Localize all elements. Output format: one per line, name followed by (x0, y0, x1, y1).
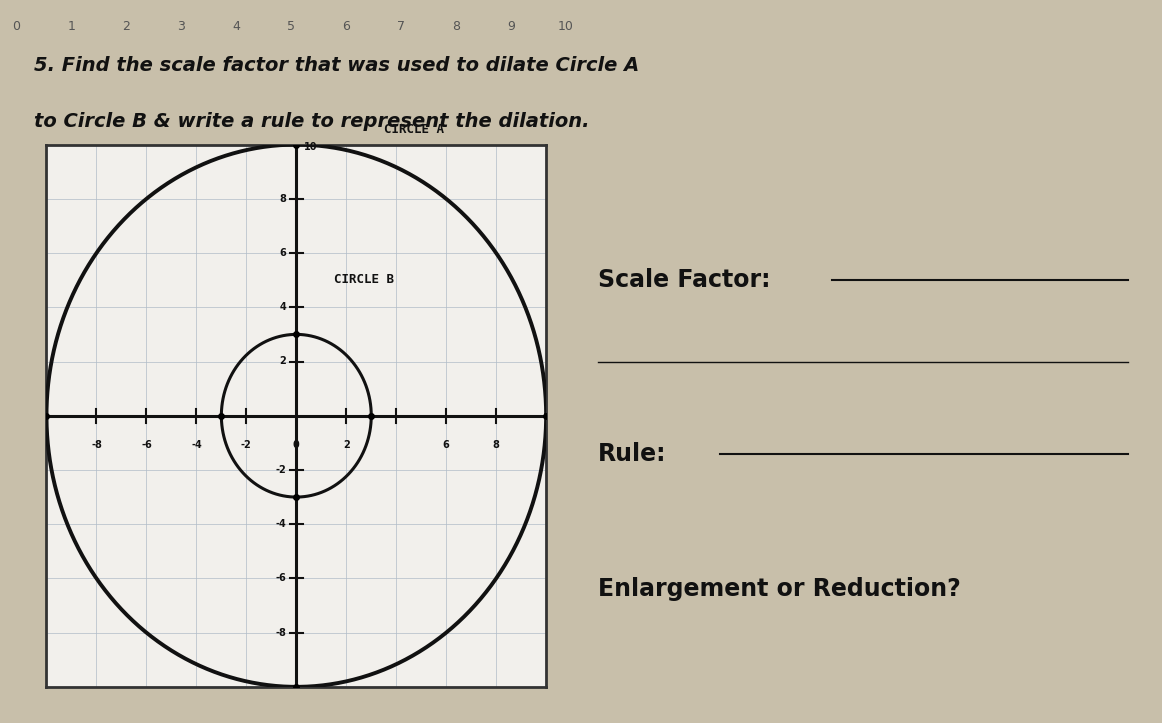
Text: 1: 1 (67, 20, 76, 33)
Text: 4: 4 (280, 302, 286, 312)
Text: 0: 0 (293, 440, 300, 450)
Text: 6: 6 (280, 248, 286, 258)
Text: 2: 2 (343, 440, 350, 450)
Text: CIRCLE B: CIRCLE B (333, 273, 394, 286)
Text: 8: 8 (279, 194, 286, 204)
Text: CIRCLE A: CIRCLE A (383, 124, 444, 137)
Text: 5. Find the scale factor that was used to dilate Circle A: 5. Find the scale factor that was used t… (35, 56, 639, 75)
Text: -8: -8 (275, 628, 286, 638)
Text: Rule:: Rule: (597, 442, 666, 466)
Text: -4: -4 (191, 440, 202, 450)
Text: 10: 10 (303, 142, 317, 152)
Text: -2: -2 (275, 465, 286, 475)
Text: -8: -8 (91, 440, 102, 450)
Text: -6: -6 (141, 440, 152, 450)
Text: 7: 7 (397, 20, 406, 33)
Text: -4: -4 (275, 519, 286, 529)
Text: -2: -2 (241, 440, 252, 450)
Text: Scale Factor:: Scale Factor: (597, 268, 770, 292)
Text: 10: 10 (558, 20, 574, 33)
Text: 6: 6 (342, 20, 350, 33)
Text: to Circle B & write a rule to represent the dilation.: to Circle B & write a rule to represent … (35, 112, 590, 131)
Text: 2: 2 (122, 20, 130, 33)
Text: 9: 9 (507, 20, 515, 33)
Text: 4: 4 (232, 20, 241, 33)
Text: 6: 6 (443, 440, 450, 450)
Text: -6: -6 (275, 573, 286, 583)
Text: Enlargement or Reduction?: Enlargement or Reduction? (597, 577, 961, 602)
Text: 8: 8 (493, 440, 500, 450)
Text: 5: 5 (287, 20, 295, 33)
Text: 3: 3 (178, 20, 185, 33)
Text: 0: 0 (13, 20, 21, 33)
Text: 2: 2 (280, 356, 286, 367)
Text: 8: 8 (452, 20, 460, 33)
